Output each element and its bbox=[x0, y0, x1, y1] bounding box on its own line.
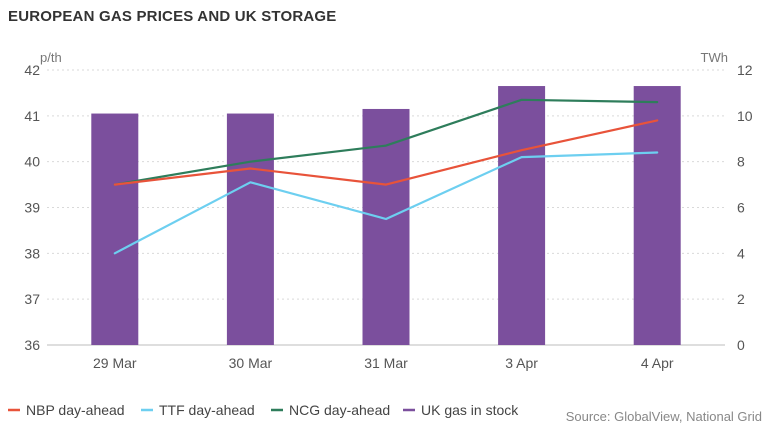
line-nbp-day-ahead bbox=[113, 119, 659, 186]
chart-title: EUROPEAN GAS PRICES AND UK STORAGE bbox=[8, 8, 337, 25]
line-series bbox=[113, 98, 659, 255]
left-tick-label: 36 bbox=[24, 337, 40, 353]
legend-item-label: UK gas in stock bbox=[421, 402, 519, 418]
right-axis-ticks: 0 2 4 6 8 10 12 bbox=[737, 62, 753, 353]
bar-uk-gas-in-stock bbox=[498, 86, 546, 346]
legend-item-label: NCG day-ahead bbox=[289, 402, 390, 418]
x-tick-label: 31 Mar bbox=[364, 355, 408, 371]
bar-uk-gas-in-stock bbox=[91, 113, 139, 346]
right-tick-label: 6 bbox=[737, 200, 745, 216]
x-tick-label: 29 Mar bbox=[93, 355, 137, 371]
x-axis-ticks: 29 Mar 30 Mar 31 Mar 3 Apr 4 Apr bbox=[93, 355, 674, 371]
legend: NBP day-ahead TTF day-ahead NCG day-ahead U… bbox=[8, 402, 519, 418]
right-tick-label: 10 bbox=[737, 108, 753, 124]
legend-item-label: TTF day-ahead bbox=[159, 402, 255, 418]
left-axis-ticks: 36 37 38 39 40 41 42 bbox=[24, 62, 40, 353]
x-tick-label: 4 Apr bbox=[641, 355, 674, 371]
right-tick-label: 2 bbox=[737, 291, 745, 307]
left-tick-label: 41 bbox=[24, 108, 40, 124]
x-tick-label: 3 Apr bbox=[505, 355, 538, 371]
bar-uk-gas-in-stock bbox=[633, 86, 681, 346]
line-ncg-day-ahead bbox=[113, 98, 659, 186]
right-tick-label: 12 bbox=[737, 62, 753, 78]
right-tick-label: 4 bbox=[737, 245, 745, 261]
line-ttf-day-ahead bbox=[113, 151, 659, 255]
source-note: Source: GlobalView, National Grid bbox=[566, 409, 762, 424]
bar-uk-gas-in-stock bbox=[226, 113, 274, 346]
right-tick-label: 0 bbox=[737, 337, 745, 353]
left-tick-label: 40 bbox=[24, 154, 40, 170]
left-tick-label: 39 bbox=[24, 200, 40, 216]
left-axis-unit: p/th bbox=[40, 50, 62, 65]
left-tick-label: 37 bbox=[24, 291, 40, 307]
right-axis-unit: TWh bbox=[701, 50, 728, 65]
left-tick-label: 42 bbox=[24, 62, 40, 78]
legend-item-label: NBP day-ahead bbox=[26, 402, 125, 418]
bar-uk-gas-in-stock bbox=[362, 108, 410, 345]
bar-series bbox=[91, 86, 681, 346]
x-tick-label: 30 Mar bbox=[229, 355, 273, 371]
right-tick-label: 8 bbox=[737, 154, 745, 170]
left-tick-label: 38 bbox=[24, 245, 40, 261]
